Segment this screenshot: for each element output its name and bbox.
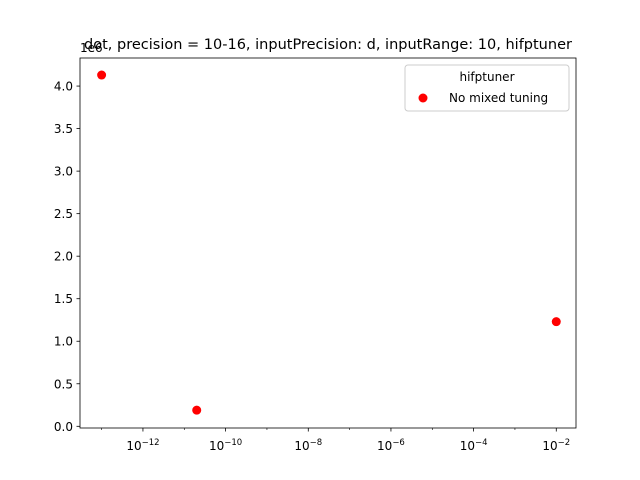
y-tick-label: 4.0 [54, 80, 73, 94]
legend: hifptuner No mixed tuning [404, 64, 570, 112]
y-offset-label: 1e6 [80, 41, 103, 55]
legend-box [404, 64, 570, 112]
y-tick-label: 2.5 [54, 207, 73, 221]
y-tick-label: 0.0 [54, 420, 73, 434]
x-tick-label: 10−2 [542, 438, 570, 453]
legend-title: hifptuner [459, 70, 514, 84]
y-tick-label: 3.5 [54, 122, 73, 136]
chart-title: dot, precision = 10-16, inputPrecision: … [84, 37, 572, 53]
y-tick-label: 1.0 [54, 335, 73, 349]
x-tick-label: 10−6 [377, 438, 405, 453]
y-tick-label: 2.0 [54, 250, 73, 264]
x-tick-label: 10−10 [209, 438, 242, 453]
x-axis: 10−12 10−10 10−8 10−6 10−4 10−2 [101, 428, 570, 453]
data-point [97, 70, 107, 80]
legend-marker [418, 93, 428, 103]
y-tick-label: 0.5 [54, 377, 73, 391]
y-tick-label: 1.5 [54, 292, 73, 306]
data-point [192, 405, 202, 415]
data-point [551, 317, 561, 327]
legend-label: No mixed tuning [449, 91, 548, 105]
x-tick-label: 10−4 [460, 438, 488, 453]
data-points [97, 70, 561, 415]
x-tick-label: 10−8 [294, 438, 322, 453]
plot-area [79, 57, 577, 429]
y-axis: 0.0 0.5 1.0 1.5 2.0 2.5 3.0 3.5 4.0 [54, 80, 80, 434]
y-tick-label: 3.0 [54, 165, 73, 179]
x-tick-label: 10−12 [126, 438, 159, 453]
